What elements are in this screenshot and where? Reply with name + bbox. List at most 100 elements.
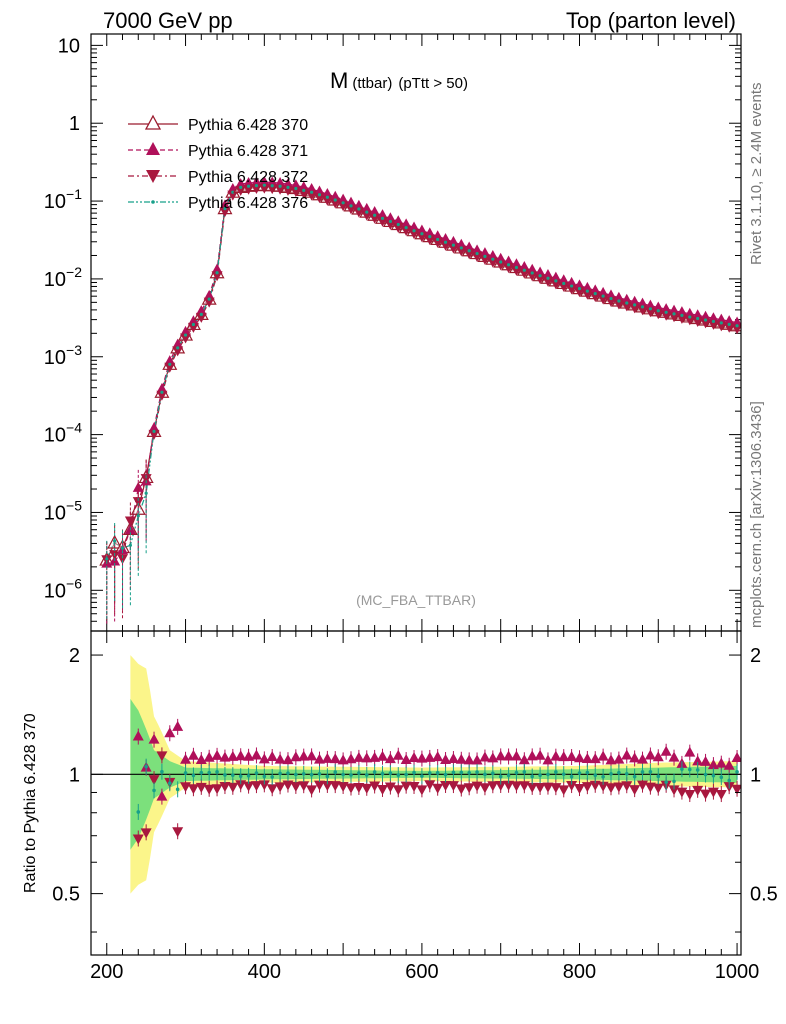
main-plot-data: [99, 175, 741, 624]
series-line-372: [106, 186, 738, 560]
marker-371: [637, 297, 649, 308]
ratio-tick-label-right: 0.5: [750, 884, 778, 906]
marker-372: [510, 265, 522, 276]
ratio-marker-371: [164, 727, 176, 738]
ratio-marker-376: [183, 771, 188, 775]
marker-371: [542, 269, 554, 280]
ratio-marker-371: [723, 759, 735, 770]
plot-title-sub: (ttbar): [352, 75, 392, 92]
y-tick-label: 10−1: [44, 186, 82, 213]
ratio-marker-376: [719, 775, 724, 780]
marker-372: [124, 516, 136, 527]
marker-371: [203, 289, 215, 300]
marker-372: [227, 190, 239, 201]
ratio-marker-376: [388, 771, 393, 775]
marker-376: [183, 333, 188, 337]
marker-376: [617, 299, 621, 303]
marker-372: [329, 198, 341, 209]
marker-376: [168, 362, 172, 366]
marker-376: [365, 210, 369, 214]
marker-371: [589, 284, 601, 295]
ratio-marker-371: [321, 752, 333, 763]
ratio-marker-376: [238, 774, 243, 779]
ratio-marker-372: [731, 784, 741, 795]
y-tick-label: 1: [69, 113, 80, 135]
x-tick-label: 1000: [715, 961, 760, 983]
ratio-marker-376: [215, 770, 219, 774]
marker-376: [341, 201, 345, 205]
ratio-marker-371: [542, 754, 554, 765]
ratio-marker-372: [345, 783, 357, 794]
ratio-marker-371: [479, 751, 491, 762]
marker-372: [187, 322, 199, 333]
ratio-tick-label-left: 2: [69, 645, 80, 667]
marker-371: [266, 176, 278, 187]
marker-371: [605, 289, 617, 300]
ratio-marker-376: [680, 767, 684, 771]
ratio-marker-371: [432, 751, 444, 762]
ratio-marker-376: [648, 769, 653, 774]
y-tick-label: 10: [58, 35, 80, 57]
ratio-marker-372: [581, 782, 593, 793]
marker-376: [176, 346, 180, 350]
marker-372: [148, 429, 160, 440]
ratio-marker-376: [435, 771, 440, 775]
marker-371: [132, 481, 144, 492]
legend-entry-376: Pythia 6.428 376: [128, 195, 308, 212]
ratio-marker-371: [495, 750, 507, 761]
marker-372: [700, 318, 712, 329]
y-tick-label: 10−2: [44, 264, 82, 291]
marker-372: [321, 195, 333, 206]
ratio-marker-371: [298, 750, 310, 761]
ratio-marker-371: [707, 759, 719, 770]
ratio-marker-371: [660, 745, 672, 756]
ratio-marker-376: [601, 775, 605, 779]
marker-371: [369, 206, 381, 217]
marker-376: [317, 193, 322, 197]
ratio-marker-371: [282, 754, 294, 765]
marker-371: [621, 293, 633, 304]
ratio-marker-376: [609, 771, 613, 776]
marker-372: [274, 184, 286, 195]
marker-372: [400, 226, 412, 237]
ratio-marker-371: [621, 749, 633, 760]
legend-label-370: Pythia 6.428 370: [188, 117, 308, 134]
ratio-marker-372: [219, 782, 231, 793]
marker-376: [538, 274, 542, 278]
ratio-marker-371: [644, 749, 656, 760]
marker-371: [463, 241, 475, 252]
ratio-marker-376: [695, 768, 700, 772]
marker-371: [432, 230, 444, 241]
ratio-marker-376: [703, 772, 708, 777]
marker-371: [345, 196, 357, 207]
marker-371: [723, 315, 735, 326]
ratio-marker-372: [313, 780, 325, 791]
ratio-marker-371: [503, 750, 515, 761]
marker-371: [700, 310, 712, 321]
marker-371: [274, 177, 286, 188]
ratio-marker-376: [735, 770, 739, 774]
ratio-marker-372: [526, 782, 538, 793]
ratio-marker-372: [447, 781, 459, 792]
ratio-marker-372: [692, 785, 704, 796]
marker-376: [231, 190, 235, 194]
ratio-marker-376: [333, 770, 338, 774]
ratio-marker-376: [152, 788, 156, 793]
ratio-marker-371: [684, 746, 696, 757]
ratio-marker-376: [727, 778, 731, 783]
ratio-marker-371: [526, 750, 538, 761]
marker-376: [215, 271, 219, 275]
marker-371: [384, 212, 396, 223]
marker-376: [349, 204, 353, 208]
ratio-marker-372: [250, 781, 262, 792]
ratio-marker-376: [341, 772, 345, 777]
marker-372: [542, 276, 554, 287]
ratio-marker-371: [597, 750, 609, 761]
marker-376: [577, 287, 582, 291]
legend-label-372: Pythia 6.428 372: [188, 169, 308, 186]
marker-376: [664, 310, 668, 314]
ratio-marker-371: [692, 755, 704, 766]
rivet-label: Rivet 3.1.10, ≥ 2.4M events: [748, 83, 765, 266]
ratio-y-label: Ratio to Pythia 6.428 370: [22, 713, 39, 893]
ratio-marker-376: [404, 772, 408, 777]
